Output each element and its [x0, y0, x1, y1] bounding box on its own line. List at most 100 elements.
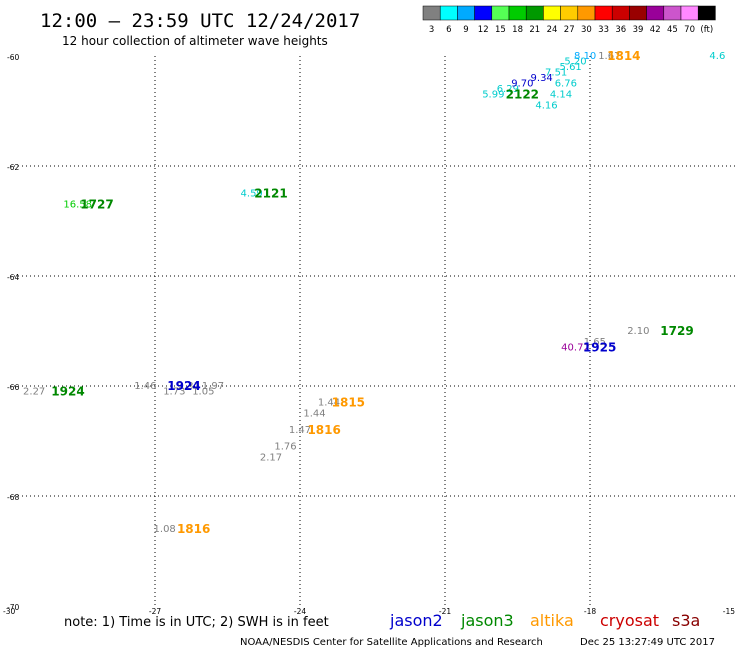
scale-label: 21	[529, 25, 540, 35]
y-tick-label: -68	[7, 493, 19, 502]
scale-label: 33	[598, 25, 609, 35]
scale-swatch	[474, 5, 493, 21]
satellite-jason2: jason2	[389, 611, 443, 630]
scale-swatch	[646, 5, 665, 21]
wave-height-label: 1.47	[289, 425, 311, 436]
wave-height-label: 4.14	[550, 90, 572, 101]
satellite-altika: altika	[530, 611, 574, 630]
wave-height-label: 1.97	[202, 381, 224, 392]
wave-height-label: 4.6	[709, 51, 725, 62]
grid-lines	[10, 56, 735, 606]
wave-height-label: 2.10	[627, 326, 649, 337]
scale-label: 12	[478, 25, 489, 35]
time-label: 1815	[332, 396, 365, 410]
wave-height-label: 1.65	[584, 337, 606, 348]
scale-label: 45	[667, 25, 678, 35]
wave-height-label: 8.10	[574, 51, 596, 62]
wave-height-label: 5.61	[560, 62, 582, 73]
y-tick-label: -62	[7, 163, 19, 172]
scale-label: 70	[684, 25, 695, 35]
scale-label: 6	[446, 25, 451, 35]
scale-label: 36	[615, 25, 626, 35]
scale-swatch	[680, 5, 699, 21]
scale-label: 30	[581, 25, 592, 35]
wave-height-label: 1.76	[274, 442, 296, 453]
scale-swatch	[611, 5, 630, 21]
scale-swatch	[457, 5, 475, 21]
wave-height-label: 4.16	[535, 101, 557, 112]
wave-height-label: 1.46	[134, 381, 156, 392]
scale-swatch	[577, 5, 596, 21]
scale-label: 27	[564, 25, 575, 35]
wave-height-label: 2.17	[260, 453, 282, 464]
wave-height-label: 9.34	[531, 73, 553, 84]
wave-height-label: 2.27	[23, 387, 45, 398]
satellite-legend: jason2 jason3 altika cryosat s3a	[389, 611, 700, 630]
time-label: 1729	[660, 324, 693, 338]
scale-swatch	[439, 5, 458, 21]
y-tick-label: -66	[7, 383, 19, 392]
scale-swatch	[491, 5, 510, 21]
scale-label: 39	[633, 25, 644, 35]
y-tick-label: -64	[7, 273, 19, 282]
time-label: 1727	[80, 198, 113, 212]
wave-height-label: 1.05	[192, 387, 214, 398]
wave-height-label: 16.58	[63, 200, 92, 211]
y-tick-label: -70	[7, 603, 19, 612]
scale-swatch	[594, 5, 613, 21]
wave-height-label: 7.51	[545, 68, 567, 79]
wave-height-label: 2.31	[178, 381, 200, 392]
wave-height-label: 1.67	[598, 51, 620, 62]
scale-label: 9	[463, 25, 468, 35]
scale-label: (ft)	[700, 25, 713, 35]
y-tick-label: -60	[7, 53, 19, 62]
scale-swatch	[629, 5, 647, 21]
x-tick-label: -15	[723, 607, 735, 616]
x-tick-label: -18	[584, 607, 596, 616]
wave-height-label: 4.59	[241, 189, 263, 200]
chart-subtitle: 12 hour collection of altimeter wave hei…	[62, 34, 328, 48]
color-scale-legend: 3 6 9 12 15 18 21 24 27 30 33 36 39 42 45 70 (ft)	[422, 5, 716, 35]
footer-credit: NOAA/NESDIS Center for Satellite Applica…	[240, 637, 543, 648]
axis-ticks: -60 -62 -64 -66 -68 -70-30 -27 -24 -21 -18 -15	[3, 53, 735, 616]
chart-title: 12:00 – 23:59 UTC 12/24/2017	[40, 10, 360, 32]
time-label: 1814	[607, 49, 640, 63]
scale-swatch	[525, 5, 544, 21]
scale-swatch	[697, 5, 716, 21]
scale-label: 24	[547, 25, 558, 35]
wave-height-label: 6.29	[497, 84, 519, 95]
scale-swatch	[663, 5, 682, 21]
wave-height-label: 1.44	[303, 409, 325, 420]
satellite-s3a: s3a	[672, 611, 700, 630]
scale-label: 18	[512, 25, 523, 35]
data-labels: 16.584.592.27 1.46 1.732.311.051.971.441.4…	[23, 49, 725, 536]
footer-note: note: 1) Time is in UTC; 2) SWH is in fe…	[64, 615, 329, 630]
wave-height-label: 5.99	[482, 90, 504, 101]
wave-height-label: 6.76	[555, 79, 577, 90]
scale-label: 15	[495, 25, 506, 35]
scale-label: 3	[429, 25, 434, 35]
time-label: 1816	[177, 522, 210, 536]
time-label: 1925	[583, 341, 616, 355]
satellite-jason3: jason3	[460, 611, 514, 630]
wave-height-label: 1.73	[163, 387, 185, 398]
footer-timestamp: Dec 25 13:27:49 UTC 2017	[580, 637, 715, 648]
wave-height-label: 40.72	[561, 343, 590, 354]
scale-swatch	[543, 5, 561, 21]
scale-label: 42	[650, 25, 661, 35]
scale-swatch	[508, 5, 527, 21]
time-label: 2122	[506, 88, 539, 102]
scale-swatch	[560, 5, 579, 21]
time-label: 1816	[307, 423, 340, 437]
time-label: 2121	[254, 187, 287, 201]
x-tick-label: -21	[439, 607, 451, 616]
x-tick-label: -27	[149, 607, 161, 616]
time-label: 1924	[51, 385, 84, 399]
scale-swatch	[422, 5, 441, 21]
wave-height-label: 1.44	[318, 398, 340, 409]
wave-height-label: 1.08	[154, 524, 176, 535]
x-tick-label: -24	[294, 607, 306, 616]
wave-height-label: 9.70	[511, 79, 533, 90]
x-tick-label: -30	[3, 607, 15, 616]
